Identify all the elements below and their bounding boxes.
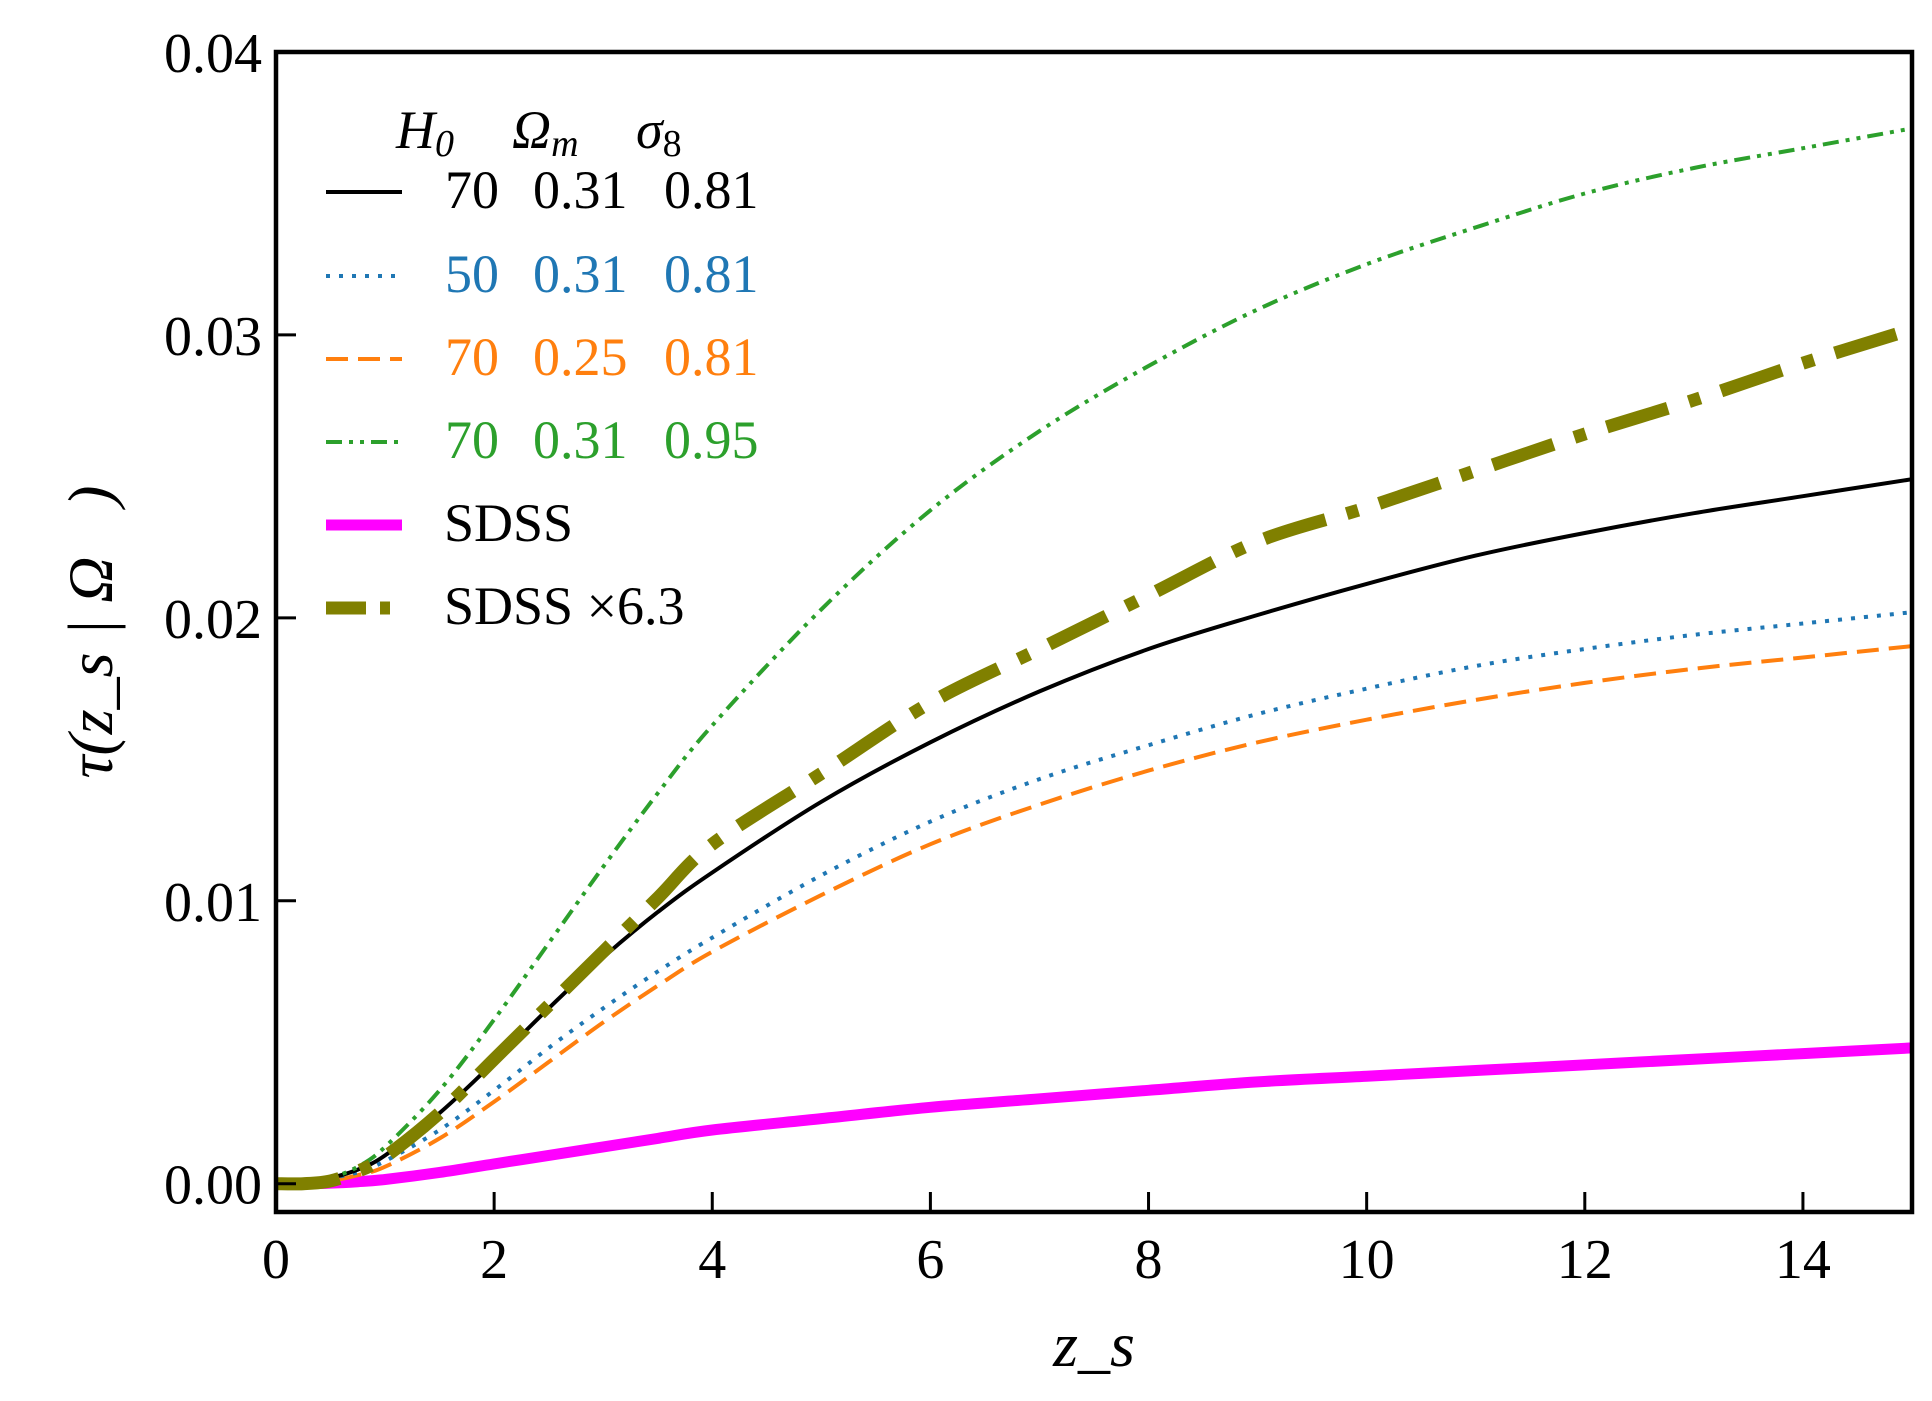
y-axis-title-text: τ(z_s | Ω⃗) (55, 486, 126, 779)
x-tick-label: 6 (916, 1229, 944, 1291)
x-tick-label: 10 (1339, 1229, 1395, 1291)
legend-header-omega-sub: m (551, 123, 578, 165)
x-tick-label: 2 (480, 1229, 508, 1291)
legend-value-2-0: 70 (445, 327, 499, 387)
y-tick-label: 0.03 (164, 306, 262, 368)
x-tick-label: 12 (1557, 1229, 1613, 1291)
x-tick-label: 14 (1775, 1229, 1831, 1291)
legend-value-2-2: 0.81 (664, 327, 759, 387)
x-tick-label: 4 (698, 1229, 726, 1291)
legend-value-3-0: 70 (445, 410, 499, 470)
series-line-4 (275, 1042, 1913, 1190)
legend-value-1-1: 0.31 (533, 244, 628, 304)
legend-value-0-1: 0.31 (533, 160, 628, 220)
y-axis-title: τ(z_s | Ω⃗) (55, 486, 126, 779)
y-tick-label: 0.02 (164, 589, 262, 651)
legend-value-0-2: 0.81 (664, 160, 759, 220)
legend-rows: 70 0.31 0.81 50 0.31 0.81 70 0.25 0.81 70 0.31 0.95… (326, 160, 759, 636)
x-tick-label: 8 (1135, 1229, 1163, 1291)
plot-frame (273, 49, 1915, 1215)
legend-value-3-1: 0.31 (533, 410, 628, 470)
legend-header-sigma-sub: 8 (663, 123, 682, 165)
legend-label-4: SDSS (444, 493, 573, 553)
legend-header-sigma-symbol: σ (636, 100, 665, 160)
legend-header-h0: H0 (395, 100, 454, 165)
legend-header-omega: Ωm (512, 100, 579, 165)
legend-value-2-1: 0.25 (533, 327, 628, 387)
y-tick-label: 0.01 (164, 872, 262, 934)
y-tick-label: 0.00 (164, 1155, 262, 1217)
x-axis-title: z_s (1052, 1309, 1135, 1380)
x-tick-label: 0 (262, 1229, 290, 1291)
legend-value-3-2: 0.95 (664, 410, 759, 470)
series-line-1 (275, 610, 1913, 1187)
y-tick-label: 0.04 (164, 23, 262, 85)
legend-value-1-2: 0.81 (664, 244, 759, 304)
series-layer (275, 126, 1914, 1191)
legend-header-omega-symbol: Ω (512, 100, 551, 160)
legend-label-5: SDSS ×6.3 (444, 576, 685, 636)
series-line-3 (275, 126, 1913, 1187)
legend-header-h0-symbol: H (395, 100, 438, 160)
legend-value-1-0: 50 (445, 244, 499, 304)
legend-value-0-0: 70 (445, 160, 499, 220)
tick-layer: 0 2 4 6 8 10 12 14 0.00 0.01 0.02 0.03 0.04 (164, 23, 1831, 1291)
legend-header-h0-sub: 0 (435, 123, 454, 165)
series-line-2 (275, 644, 1913, 1186)
series-line-5 (275, 323, 1914, 1191)
legend-header-sigma: σ8 (636, 100, 682, 165)
